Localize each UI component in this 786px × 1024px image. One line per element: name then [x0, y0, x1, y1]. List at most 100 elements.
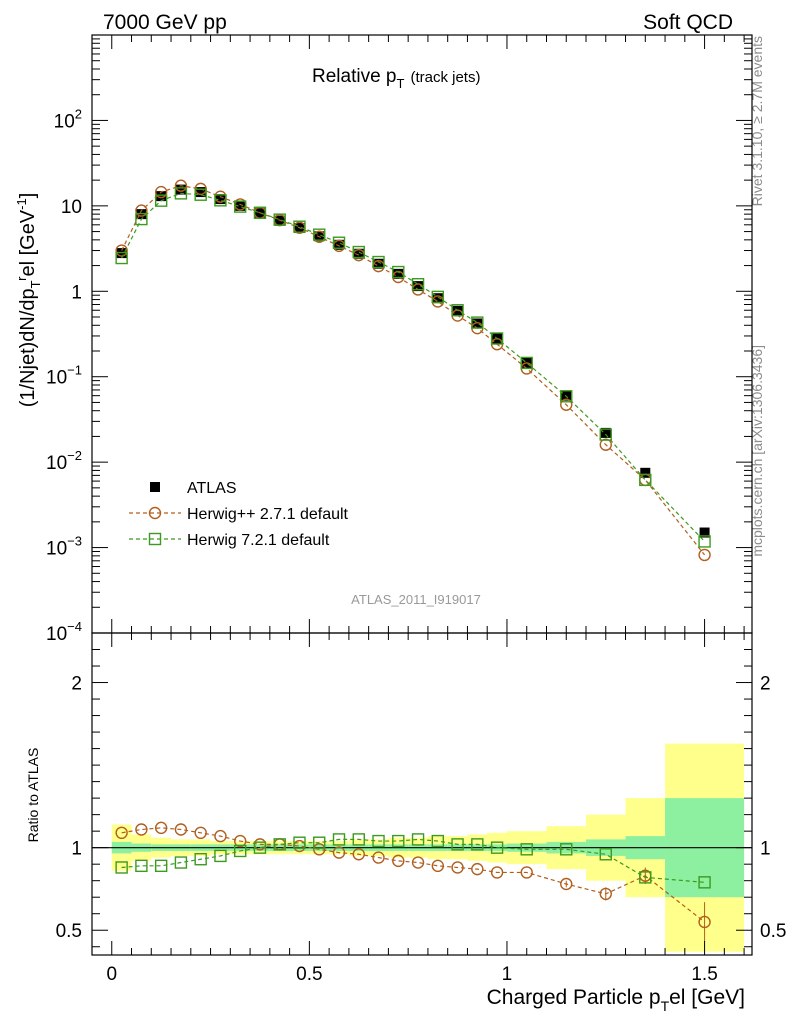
point-0: [156, 191, 167, 202]
point-0: [393, 268, 404, 279]
ratio-point-1: [154, 821, 168, 835]
y-tick-label: 10−3: [46, 534, 82, 560]
point-2: [471, 316, 484, 329]
y-axis-label: (1/Njet)dN/dpTrel [GeV-1]: [14, 193, 43, 408]
ratio-point-2: [273, 838, 286, 851]
point-1: [154, 185, 168, 199]
point-2: [411, 278, 425, 291]
ratio-y-tick-label-right: 2: [760, 674, 771, 695]
point-0: [472, 318, 483, 329]
point-2: [599, 428, 612, 441]
ratio-point-2: [332, 833, 346, 846]
ratio-point-1: [520, 866, 533, 879]
ratio-point-2: [352, 833, 365, 846]
point-2: [352, 245, 365, 259]
point-2: [431, 290, 445, 304]
point-2: [115, 251, 128, 265]
x-axis-label-suffix: el [GeV]: [669, 986, 745, 1009]
point-0: [334, 239, 345, 250]
point-1: [115, 244, 128, 257]
ratio-line-1: [121, 827, 705, 923]
ratio-point-1: [599, 887, 612, 901]
x-tick-label: 1.5: [691, 964, 717, 985]
point-2: [214, 194, 227, 207]
ratio-point-1: [135, 823, 148, 836]
ratio-point-1: [234, 834, 247, 848]
point-0: [353, 248, 364, 259]
point-2: [520, 356, 533, 370]
chart-title-suffix: (track jets): [410, 69, 480, 86]
point-2: [135, 212, 148, 226]
ratio-point-1: [174, 823, 188, 836]
ratio-point-1: [698, 915, 711, 929]
ratio-point-2: [194, 853, 207, 866]
point-2: [253, 206, 267, 219]
ratio-point-2: [698, 876, 711, 889]
ratio-point-1: [214, 829, 227, 843]
point-0: [215, 194, 226, 205]
ratio-y-tick-label-right: 1: [760, 839, 771, 860]
point-2: [293, 220, 306, 233]
legend-marker: [148, 532, 162, 546]
ratio-point-2: [520, 843, 533, 856]
point-2: [273, 213, 286, 226]
point-2: [451, 304, 464, 317]
ratio-point-2: [154, 859, 168, 873]
point-2: [392, 265, 405, 279]
point-1: [599, 438, 612, 451]
y-axis-label-end: ]: [17, 193, 39, 199]
point-2: [639, 473, 652, 487]
ratio-point-1: [115, 826, 128, 840]
ratio-y-tick-label-left: 0.5: [56, 921, 82, 942]
ratio-point-1: [313, 843, 326, 856]
x-axis-label: Charged Particle pTel [GeV]: [487, 986, 745, 1014]
ratio-point-2: [174, 856, 188, 869]
ratio-y-tick-label-left: 2: [71, 674, 82, 695]
ratio-point-2: [253, 841, 267, 854]
ratio-y-axis-label: Ratio to ATLAS: [25, 748, 41, 843]
x-axis-label-main: Charged Particle p: [487, 986, 661, 1009]
header-left: 7000 GeV pp: [103, 11, 227, 34]
y-axis-label-sub: T: [28, 280, 43, 288]
legend-label: Herwig 7.2.1 default: [187, 532, 330, 549]
y-tick-label: 10: [61, 197, 82, 218]
point-0: [413, 281, 424, 292]
ratio-point-2: [599, 848, 612, 861]
ratio-point-2: [431, 834, 445, 848]
point-1: [698, 548, 711, 562]
point-2: [490, 332, 504, 345]
point-0: [699, 527, 710, 538]
point-0: [432, 293, 443, 304]
ratio-point-2: [293, 836, 306, 849]
ratio-y-tick-label-left: 1: [71, 839, 82, 860]
ratio-point-2: [471, 838, 484, 851]
y-axis-label-sup: r: [14, 276, 29, 281]
x-tick-label: 1: [502, 964, 513, 985]
legend-label: Herwig++ 2.7.1 default: [187, 506, 349, 523]
point-0: [373, 258, 384, 269]
point-2: [372, 255, 385, 269]
ratio-point-2: [392, 834, 405, 848]
point-2: [560, 390, 573, 403]
point-2: [234, 200, 247, 213]
series-line-1: [121, 185, 706, 556]
y-tick-label: 102: [54, 106, 82, 132]
ratio-point-1: [392, 854, 405, 868]
ratio-point-2: [135, 859, 148, 873]
ratio-point-2: [451, 838, 464, 851]
ratio-point-2: [372, 834, 385, 848]
rivet-label: Rivet 3.1.10, ≥ 2.7M events: [749, 36, 765, 206]
ratio-point-1: [451, 861, 464, 874]
ratio-point-2: [411, 833, 425, 846]
ratio-point-1: [431, 859, 445, 873]
point-0: [195, 187, 206, 198]
ratio-line-2: [121, 838, 705, 883]
ratio-point-1: [352, 848, 365, 861]
ratio-point-1: [471, 862, 484, 876]
point-0: [235, 200, 246, 211]
point-0: [640, 467, 651, 478]
ratio-point-2: [639, 871, 652, 884]
y-tick-label: 10−4: [46, 619, 82, 645]
ratio-point-2: [560, 843, 573, 856]
